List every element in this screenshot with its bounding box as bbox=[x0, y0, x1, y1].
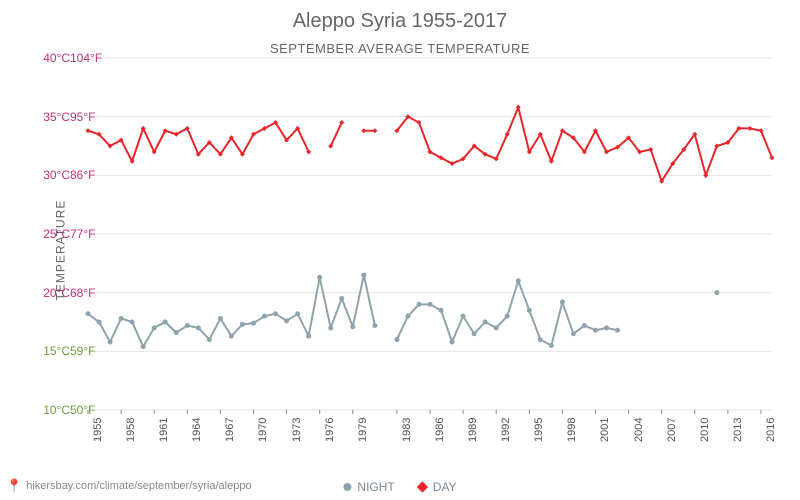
x-tick-year: 1958 bbox=[125, 418, 137, 442]
x-tick-year: 1961 bbox=[158, 418, 170, 442]
x-tick-year: 2016 bbox=[765, 418, 777, 442]
source-url: hikersbay.com/climate/september/syria/al… bbox=[26, 480, 251, 492]
y-tick-fahrenheit: 77°F bbox=[70, 227, 95, 241]
legend-night-label: NIGHT bbox=[357, 480, 394, 494]
legend-day-label: DAY bbox=[433, 480, 457, 494]
x-tick-year: 2004 bbox=[633, 418, 645, 442]
y-tick-celsius: 30°C bbox=[30, 168, 70, 182]
x-tick-year: 2001 bbox=[599, 418, 611, 442]
x-tick-year: 1970 bbox=[257, 418, 269, 442]
x-tick-year: 1979 bbox=[357, 418, 369, 442]
x-tick-year: 1998 bbox=[566, 418, 578, 442]
x-tick-year: 1973 bbox=[291, 418, 303, 442]
chart-title: Aleppo Syria 1955-2017 bbox=[0, 0, 800, 33]
x-tick-year: 1964 bbox=[191, 418, 203, 442]
x-ticks: 1955 1958 1961 1964 1967 1970 1973 1976 1979 1983… bbox=[88, 410, 772, 446]
chart-container: Aleppo Syria 1955-2017 SEPTEMBER AVERAGE… bbox=[0, 0, 800, 500]
x-tick-year: 2007 bbox=[666, 418, 678, 442]
y-tick-celsius: 40°C bbox=[30, 51, 70, 65]
y-tick-fahrenheit: 104°F bbox=[70, 51, 102, 65]
x-tick-year: 1967 bbox=[224, 418, 236, 442]
x-tick-year: 1955 bbox=[92, 418, 104, 442]
diamond-marker-icon bbox=[417, 481, 428, 492]
legend-day: DAY bbox=[419, 480, 457, 494]
x-tick-year: 1989 bbox=[467, 418, 479, 442]
x-tick-year: 1992 bbox=[500, 418, 512, 442]
y-tick-celsius: 20°C bbox=[30, 286, 70, 300]
chart-subtitle: SEPTEMBER AVERAGE TEMPERATURE bbox=[0, 33, 800, 56]
legend-night: NIGHT bbox=[343, 480, 394, 494]
legend: NIGHT DAY bbox=[343, 480, 456, 494]
x-tick-year: 1983 bbox=[401, 418, 413, 442]
x-tick-year: 1976 bbox=[324, 418, 336, 442]
y-tick-fahrenheit: 68°F bbox=[70, 286, 95, 300]
y-tick-fahrenheit: 95°F bbox=[70, 110, 95, 124]
y-tick-celsius: 10°C bbox=[30, 403, 70, 417]
x-tick-year: 1995 bbox=[533, 418, 545, 442]
source-attribution: 📍 hikersbay.com/climate/september/syria/… bbox=[6, 478, 252, 494]
y-tick-fahrenheit: 59°F bbox=[70, 344, 95, 358]
circle-marker-icon bbox=[343, 483, 351, 491]
plot-area: 10°C50°F15°C59°F20°C68°F25°C77°F30°C86°F… bbox=[88, 58, 772, 410]
x-tick-year: 1986 bbox=[434, 418, 446, 442]
y-tick-celsius: 15°C bbox=[30, 344, 70, 358]
y-tick-fahrenheit: 86°F bbox=[70, 168, 95, 182]
map-pin-icon: 📍 bbox=[6, 478, 22, 494]
y-ticks: 10°C50°F15°C59°F20°C68°F25°C77°F30°C86°F… bbox=[88, 58, 772, 410]
y-tick-celsius: 35°C bbox=[30, 110, 70, 124]
y-tick-celsius: 25°C bbox=[30, 227, 70, 241]
x-tick-year: 2010 bbox=[699, 418, 711, 442]
x-tick-year: 2013 bbox=[732, 418, 744, 442]
